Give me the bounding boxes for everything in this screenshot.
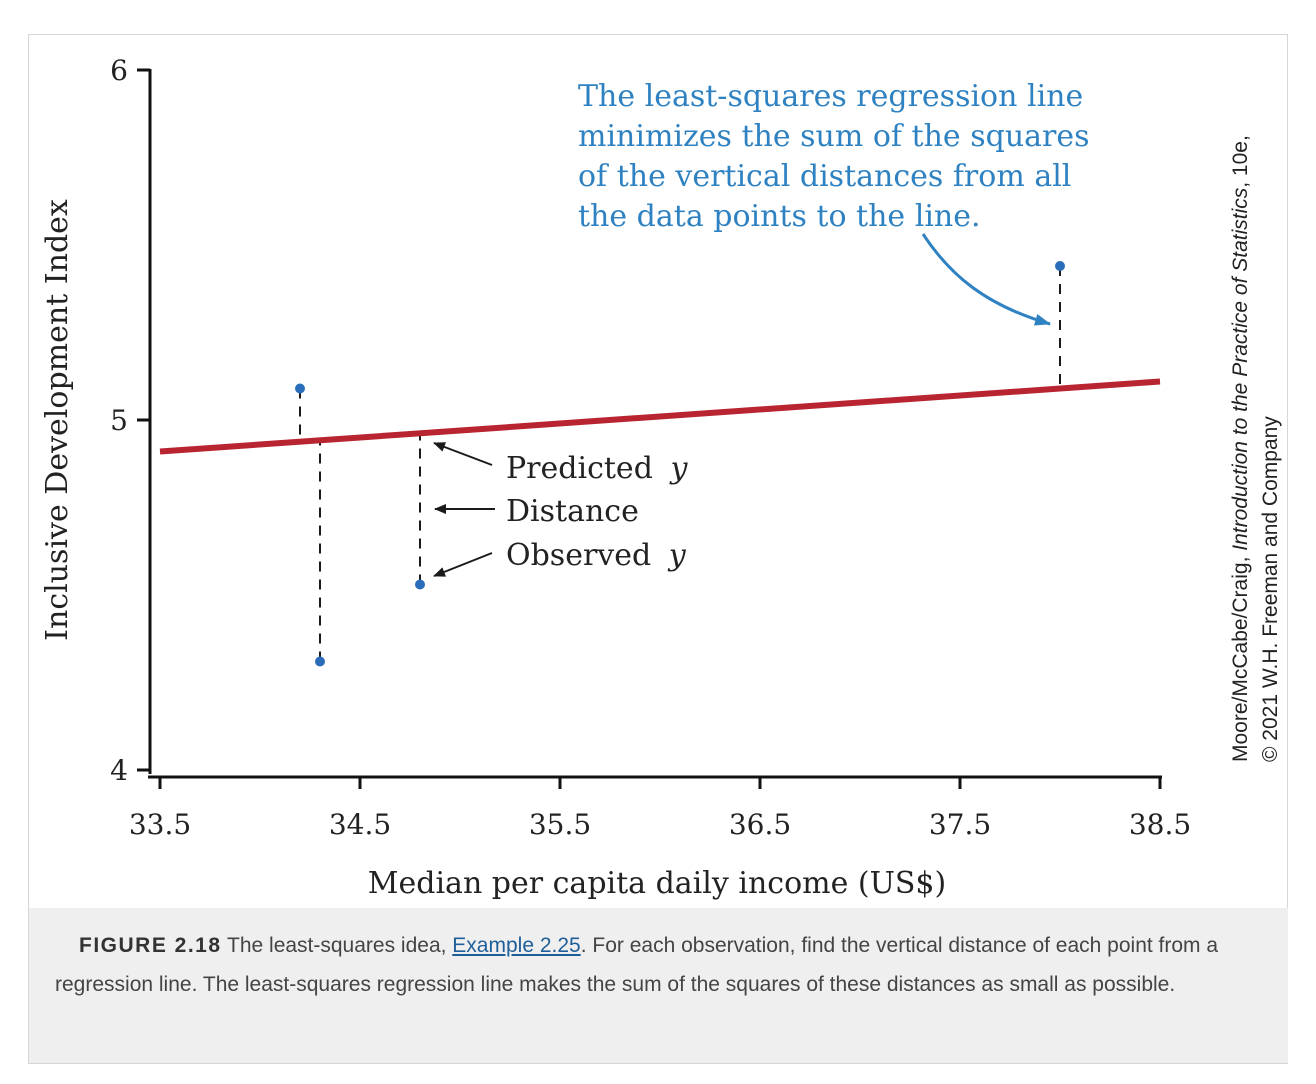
observed-arrow — [433, 552, 493, 577]
data-point — [415, 579, 425, 590]
credit-authors: Moore/McCabe/Craig, — [1229, 551, 1252, 762]
annotation-line: the data points to the line. — [578, 199, 981, 234]
observed-text: Observed — [506, 538, 651, 573]
y-tick-label: 4 — [110, 754, 128, 787]
data-points — [295, 261, 1065, 667]
predicted-arrow — [433, 442, 493, 466]
point-labels: Predicted y Distance Observed y — [433, 442, 688, 577]
x-axis-label: Median per capita daily income (US$) — [368, 866, 946, 901]
regression-chart: 33.5 34.5 35.5 36.5 37.5 38.5 4 5 6 Median per … — [40, 54, 1282, 901]
x-tick-label: 34.5 — [329, 808, 391, 841]
data-point — [295, 383, 305, 394]
credit-edition: , 10e, — [1229, 135, 1252, 188]
y-tick-label: 6 — [110, 54, 128, 87]
x-tick-label: 36.5 — [729, 808, 791, 841]
predicted-text: Predicted — [506, 451, 653, 486]
x-tick-label: 37.5 — [929, 808, 991, 841]
x-tick-label: 38.5 — [1129, 808, 1191, 841]
data-point — [315, 656, 325, 667]
figure-caption: FIGURE 2.18 The least-squares idea, Exam… — [29, 908, 1288, 1063]
x-tick-label: 33.5 — [129, 808, 191, 841]
credit-title: Introduction to the Practice of Statisti… — [1229, 187, 1252, 551]
residual-lines — [299, 266, 1061, 662]
y-ticks: 4 5 6 — [110, 54, 150, 787]
y-tick-label: 5 — [110, 404, 128, 437]
annotation: The least-squares regression line minimiz… — [578, 79, 1090, 234]
data-point — [1055, 261, 1065, 271]
annotation-line: The least-squares regression line — [578, 79, 1083, 114]
observed-y-symbol: y — [667, 538, 687, 573]
distance-label: Distance — [506, 494, 639, 529]
annotation-line: minimizes the sum of the squares — [578, 119, 1090, 154]
y-axis-label: Inclusive Development Index — [40, 199, 75, 641]
predicted-label: Predicted y — [506, 451, 688, 486]
annotation-arrow — [921, 233, 1051, 326]
credit-line-2: © 2021 W.H. Freeman and Company — [1259, 416, 1282, 762]
annotation-line: of the vertical distances from all — [578, 159, 1071, 194]
example-link[interactable]: Example 2.25 — [452, 934, 581, 957]
caption-text-2: . For each observation, find the vertica… — [55, 934, 1219, 996]
predicted-y-symbol: y — [668, 451, 688, 486]
figure — [28, 34, 1288, 1064]
credit-line-1: Moore/McCabe/Craig, Introduction to the … — [1229, 135, 1252, 762]
credit-line: Moore/McCabe/Craig, Introduction to the … — [1229, 135, 1282, 762]
caption-text-1: The least-squares idea, — [221, 934, 453, 957]
x-ticks: 33.5 34.5 35.5 36.5 37.5 38.5 — [129, 777, 1191, 841]
figure-label: FIGURE 2.18 — [79, 934, 222, 957]
observed-label: Observed y — [506, 538, 687, 573]
regression-line — [159, 378, 1161, 455]
x-tick-label: 35.5 — [529, 808, 591, 841]
